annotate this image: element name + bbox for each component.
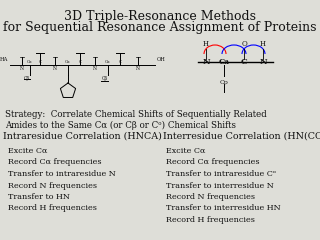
Text: C: C [38,60,42,64]
Text: N: N [202,58,210,66]
Text: OH: OH [157,57,166,62]
Text: O: O [241,40,247,48]
Text: Record Cα frequencies: Record Cα frequencies [8,158,101,167]
Text: Interresidue Correlation (HN(CO)CA: Interresidue Correlation (HN(CO)CA [163,132,320,141]
Text: C: C [241,58,247,66]
Text: Cβ: Cβ [24,76,30,81]
Text: Transfer to HN: Transfer to HN [8,193,70,201]
Text: C: C [78,60,82,64]
Text: N: N [53,66,57,71]
Text: Cβ: Cβ [102,76,108,81]
Text: N: N [20,66,24,71]
Text: for Sequential Resonance Assignment of Proteins: for Sequential Resonance Assignment of P… [3,21,317,34]
Text: Amides to the Same Cα (or Cβ or Cᵒ) Chemical Shifts: Amides to the Same Cα (or Cβ or Cᵒ) Chem… [5,121,236,130]
Text: N: N [93,66,97,71]
Text: Excite Cα: Excite Cα [8,147,47,155]
Text: Cp: Cp [220,80,228,85]
Text: C: C [118,60,122,64]
Text: Cα: Cα [27,60,33,64]
Text: Record Cα frequencies: Record Cα frequencies [166,158,260,167]
Text: Transfer to interresidue N: Transfer to interresidue N [166,181,274,190]
Text: H: H [203,40,209,48]
Text: Record N frequencies: Record N frequencies [8,181,97,190]
Text: HA: HA [0,57,8,62]
Text: 3D Triple-Resonance Methods: 3D Triple-Resonance Methods [64,10,256,23]
Text: Transfer to intraresidue N: Transfer to intraresidue N [8,170,116,178]
Text: Record H frequencies: Record H frequencies [8,204,97,212]
Text: Intraresidue Correlation (HNCA): Intraresidue Correlation (HNCA) [3,132,162,141]
Text: Transfer to interresidue HN: Transfer to interresidue HN [166,204,281,212]
Text: Strategy:  Correlate Chemical Shifts of Sequentially Related: Strategy: Correlate Chemical Shifts of S… [5,110,267,119]
Text: Transfer to intraresidue Cᵒ: Transfer to intraresidue Cᵒ [166,170,276,178]
Text: Excite Cα: Excite Cα [166,147,205,155]
Text: Record H frequencies: Record H frequencies [166,216,255,224]
Text: N: N [259,58,267,66]
Text: Record N frequencies: Record N frequencies [166,193,255,201]
Text: Cα: Cα [65,60,71,64]
Text: N: N [136,66,140,71]
Text: Cα: Cα [105,60,111,64]
Text: H: H [260,40,266,48]
Text: Ca: Ca [219,58,229,66]
